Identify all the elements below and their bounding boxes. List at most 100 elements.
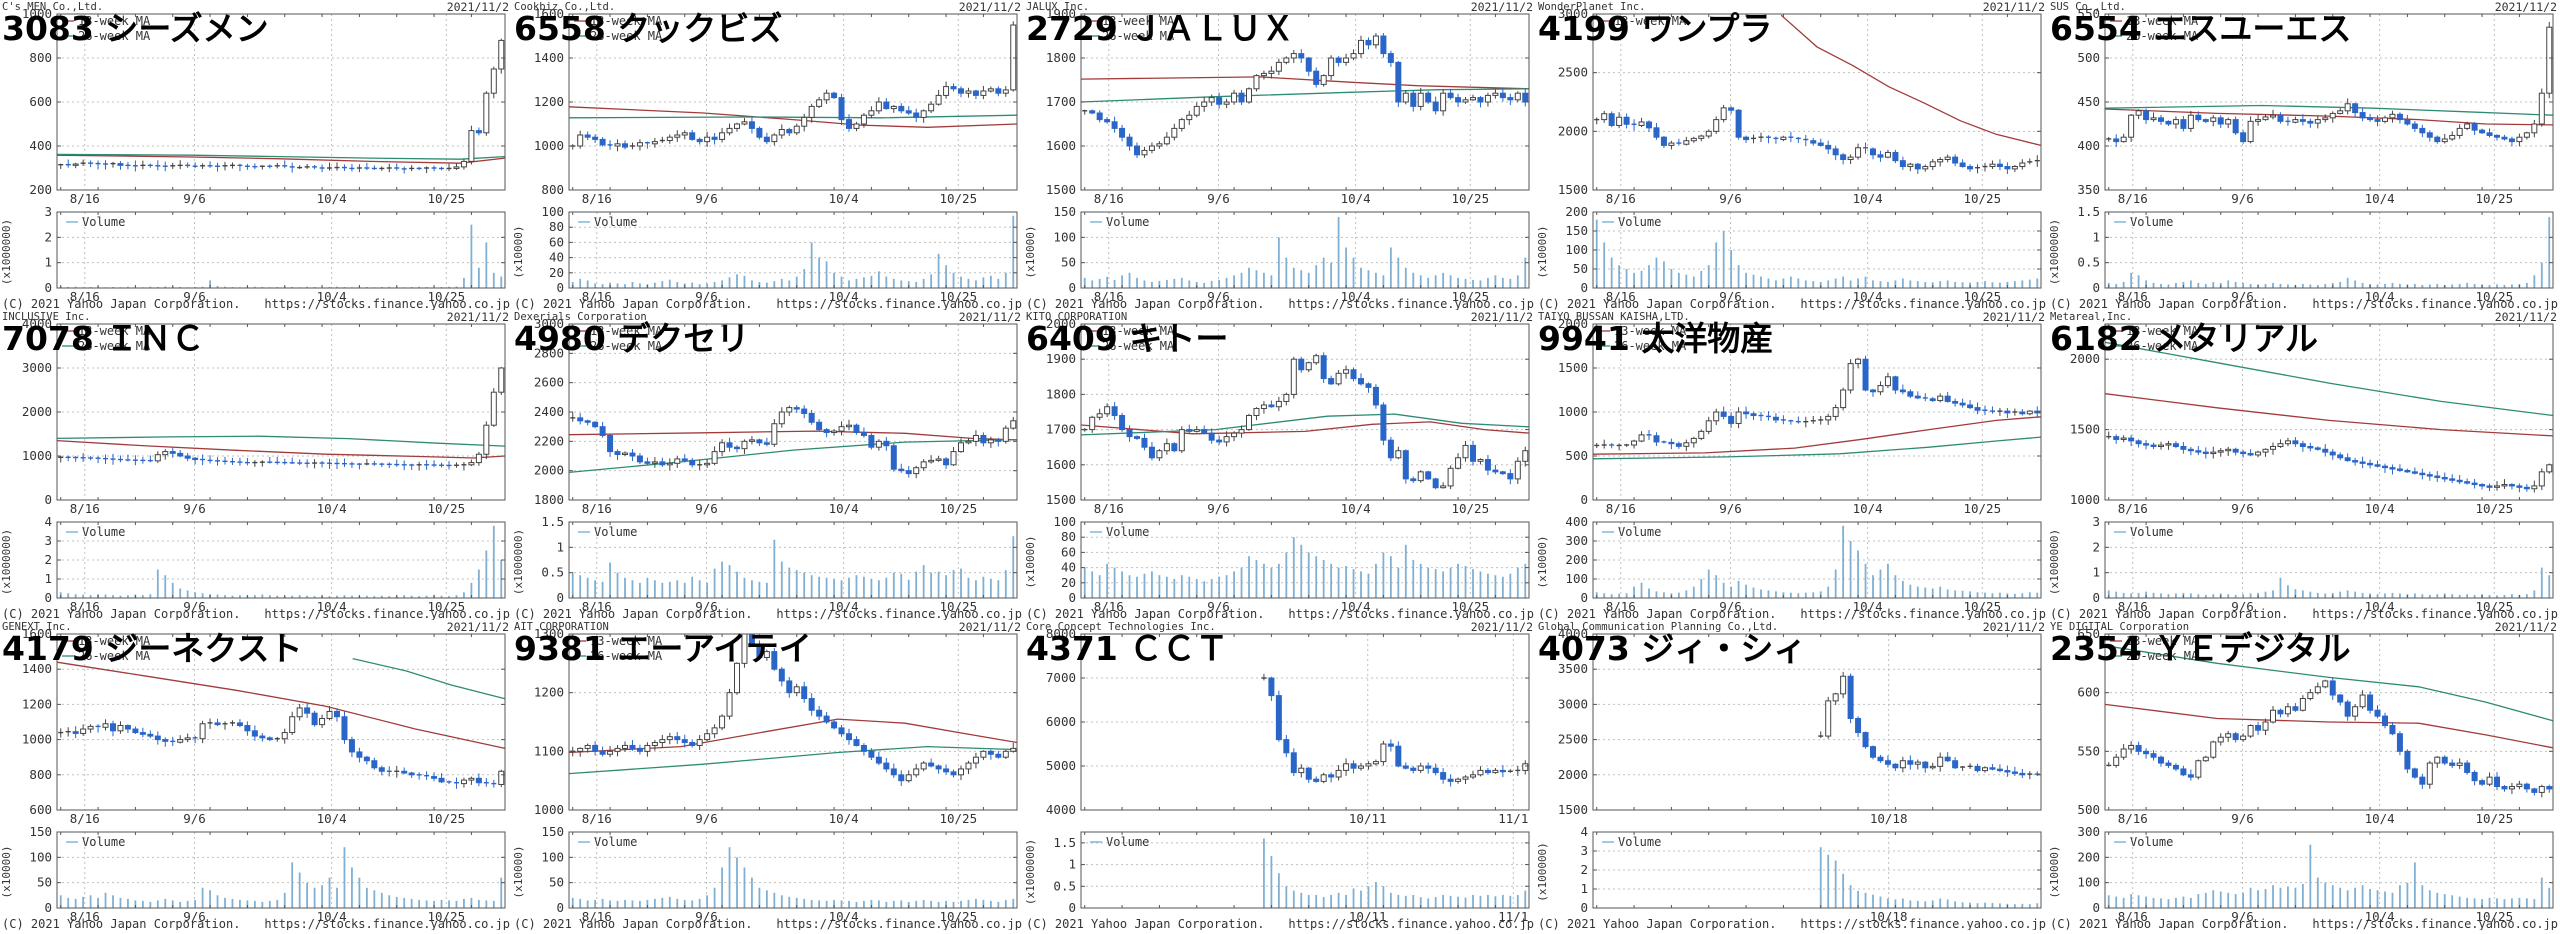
volume-tick-label: 0.5 [1053,878,1076,893]
x-axis-tick-label: 9/6 [2231,289,2254,304]
y-axis-tick-label: 3000 [1558,696,1588,711]
y-axis-tick-label: 3000 [1558,6,1588,21]
x-axis-tick-label: 9/6 [1207,191,1230,206]
volume-legend-label: Volume [2130,215,2173,229]
source-url-link[interactable]: https://stocks.finance.yahoo.co.jp [1288,917,1534,931]
source-url-link[interactable]: https://stocks.finance.yahoo.co.jp [264,917,510,931]
copyright-label: (C) 2021 Yahoo Japan Corporation. [2,917,240,930]
candlesticks [1261,673,1529,787]
y-axis-tick-label: 1000 [22,448,52,463]
volume-bars [1595,219,2039,288]
gridlines [569,14,1017,288]
ma26-line [2104,104,2554,116]
x-axis-tick-label: 8/16 [1606,191,1636,206]
source-url-link[interactable]: https://stocks.finance.yahoo.co.jp [264,297,510,311]
y-axis-tick-label: 2000 [22,404,52,419]
stock-chart-cell-9941: 2000 1500 1000 500 0 400 300 200 100 0 8/16 8/16 9/6… [1536,310,2048,621]
plot-borders [2104,323,2554,599]
x-axis-tick-label: 10/25 [1963,501,2001,516]
source-url-link[interactable]: https://stocks.finance.yahoo.co.jp [1800,607,2046,621]
y-axis-tick-label: 0 [1580,492,1588,507]
source-url-link[interactable]: https://stocks.finance.yahoo.co.jp [1288,297,1534,311]
chart-date-label: 2021/11/2 [1471,0,1533,14]
volume-multiplier-label: (x10000) [2048,846,2061,899]
chart-canvas-7078: 4000 3000 2000 1000 0 4 3 2 1 0 8/16 8/16 9/6 9/6 10/4… [0,310,510,621]
volume-legend-label: Volume [1106,215,1149,229]
source-url-link[interactable]: https://stocks.finance.yahoo.co.jp [776,917,1022,931]
gridlines [57,634,505,908]
source-url-link[interactable]: https://stocks.finance.yahoo.co.jp [776,297,1022,311]
ma-legend-label: 26-week MA [1102,29,1175,43]
source-url-link[interactable]: https://stocks.finance.yahoo.co.jp [1288,607,1534,621]
chart-canvas-9381: 1300 1200 1100 1000 150 100 50 0 8/16 8/16 9/6 9/6 1… [512,620,1022,931]
chart-canvas-2729: 1900 1800 1700 1600 1500 150 100 50 0 8/16 8/16 9/6… [1024,0,1534,311]
x-axis-tick-label: 10/4 [1853,289,1883,304]
x-axis-tick-label: 10/25 [1963,289,2001,304]
candlesticks [58,703,505,789]
ma13-line [2104,108,2554,126]
ma-legend-label: 13-week MA [2126,634,2199,648]
volume-tick-label: 0.5 [541,565,564,580]
x-axis-tick-label: 10/4 [829,811,859,826]
x-axis-tick-label: 10/4 [2365,599,2395,614]
chart-canvas-4371: 8000 7000 6000 5000 4000 1.5 1 0.5 0 10/11 10/11 11… [1024,620,1534,931]
y-axis-tick-label: 1300 [534,626,564,641]
copyright-label: (C) 2021 Yahoo Japan Corporation. [514,607,752,620]
x-axis-tick-label: 8/16 [582,599,612,614]
volume-tick-label: 150 [29,824,52,839]
x-axis-tick-label: 10/25 [939,599,977,614]
x-axis-tick-label: 8/16 [1606,289,1636,304]
ma26-line [2104,341,2554,417]
volume-tick-label: 3 [44,533,52,548]
company-name-label: C's MEN Co.,Ltd. [2,1,103,13]
x-axis-tick-label: 10/25 [2475,599,2513,614]
ma26-line [568,745,1018,775]
y-axis-tick-label: 400 [29,138,52,153]
ma-legend-label: 13-week MA [78,14,151,28]
x-axis-tick-label: 9/6 [183,909,206,924]
volume-tick-label: 2 [44,552,52,567]
x-axis-tick-label: 8/16 [1606,501,1636,516]
volume-tick-label: 50 [37,875,52,890]
volume-tick-label: 0 [44,900,52,915]
x-axis-tick-label: 8/16 [582,909,612,924]
ma-legend-label: 26-week MA [590,339,663,353]
plot-borders [1080,323,1530,599]
chart-title: 4073 ジィ・シィ [1538,629,1806,668]
source-url-link[interactable]: https://stocks.finance.yahoo.co.jp [776,607,1022,621]
plot-borders [2104,633,2554,909]
y-axis-tick-label: 1000 [22,6,52,21]
x-axis-tick-label: 8/16 [2118,501,2148,516]
volume-multiplier-label: (x1000000) [512,529,525,595]
volume-bars [1819,847,2039,908]
y-axis-tick-label: 1400 [534,50,564,65]
plot-borders [1080,633,1530,909]
ma-legend-label: 26-week MA [1614,339,1687,353]
y-axis-tick-label: 6000 [1046,714,1076,729]
chart-date-label: 2021/11/2 [1471,620,1533,634]
ma-legend-label: 13-week MA [1614,14,1687,28]
y-axis-tick-label: 4000 [22,316,52,331]
source-url-link[interactable]: https://stocks.finance.yahoo.co.jp [1800,917,2046,931]
volume-tick-label: 100 [1053,514,1076,529]
source-url-link[interactable]: https://stocks.finance.yahoo.co.jp [2312,297,2558,311]
source-url-link[interactable]: https://stocks.finance.yahoo.co.jp [2312,917,2558,931]
x-axis-tick-label: 10/4 [1341,289,1371,304]
source-url-link[interactable]: https://stocks.finance.yahoo.co.jp [1800,297,2046,311]
y-axis-tick-label: 2800 [534,345,564,360]
candlesticks [1818,671,2040,780]
x-axis-tick-label: 10/25 [427,289,465,304]
volume-tick-label: 4 [1580,824,1588,839]
x-axis-tick-label: 8/16 [70,191,100,206]
x-axis-tick-label: 10/25 [2475,909,2513,924]
x-axis-tick-label: 10/4 [829,289,859,304]
chart-canvas-6554: 550 500 450 400 350 1.5 1 0.5 0 8/16 8/16 9/6 9/6 10/… [2048,0,2558,311]
y-axis-tick-label: 550 [2077,743,2100,758]
x-axis-tick-label: 9/6 [2231,191,2254,206]
source-url-link[interactable]: https://stocks.finance.yahoo.co.jp [2312,607,2558,621]
volume-multiplier-label: (x1000000) [0,219,13,285]
source-url-link[interactable]: https://stocks.finance.yahoo.co.jp [264,607,510,621]
company-name-label: SUS Co.,Ltd. [2050,1,2126,13]
volume-legend-label: Volume [82,835,125,849]
y-axis-tick-label: 1500 [2070,422,2100,437]
